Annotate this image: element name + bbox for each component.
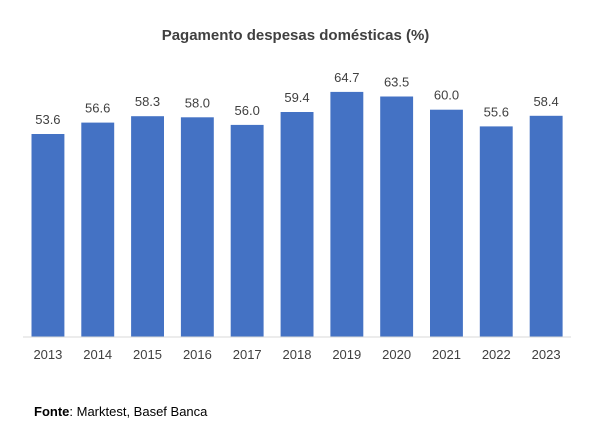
value-label-2021: 60.0	[434, 88, 459, 103]
bar-2013	[31, 134, 65, 337]
value-label-2022: 55.6	[484, 104, 509, 119]
source-label: Fonte	[34, 404, 70, 419]
source-note: Fonte: Marktest, Basef Banca	[34, 404, 207, 419]
x-tick-labels-group: 2013 2014 2015 2016 2017 2018 2019 2020 2021 2022…	[33, 347, 560, 362]
source-text: : Marktest, Basef Banca	[69, 404, 208, 419]
x-tick-label-2021: 2021	[432, 347, 461, 362]
bar-2020	[380, 96, 414, 337]
bar-2015	[131, 116, 164, 337]
x-tick-label-2022: 2022	[482, 347, 511, 362]
value-label-2016: 58.0	[185, 95, 210, 110]
bars-group	[31, 91, 563, 338]
value-label-2014: 56.6	[85, 101, 110, 116]
value-label-2023: 58.4	[533, 94, 558, 109]
x-tick-label-2013: 2013	[33, 347, 62, 362]
value-label-2020: 63.5	[384, 75, 409, 90]
value-label-2015: 58.3	[135, 94, 160, 109]
value-label-2019: 64.7	[334, 70, 359, 85]
bar-2017	[230, 124, 264, 338]
bar-2019	[330, 91, 364, 338]
value-labels-group: 53.6 56.6 58.3 58.0 56.0 59.4 64.7 63.5 60.0 55.6…	[35, 70, 559, 127]
x-tick-label-2019: 2019	[332, 347, 361, 362]
x-tick-label-2020: 2020	[382, 347, 411, 362]
bar-2022	[479, 126, 513, 338]
value-label-2017: 56.0	[235, 103, 260, 118]
x-tick-label-2017: 2017	[233, 347, 262, 362]
bar-2018	[280, 112, 314, 337]
x-tick-label-2014: 2014	[83, 347, 112, 362]
x-tick-label-2015: 2015	[133, 347, 162, 362]
chart-title: Pagamento despesas domésticas (%)	[161, 27, 430, 44]
x-tick-label-2023: 2023	[532, 347, 561, 362]
bar-2014	[81, 122, 115, 337]
bar-2016	[180, 117, 214, 337]
bar-2023	[529, 115, 563, 337]
value-label-2018: 59.4	[284, 90, 309, 105]
x-tick-label-2018: 2018	[283, 347, 312, 362]
value-label-2013: 53.6	[35, 112, 60, 127]
x-tick-label-2016: 2016	[183, 347, 212, 362]
bar-2021	[430, 109, 463, 337]
